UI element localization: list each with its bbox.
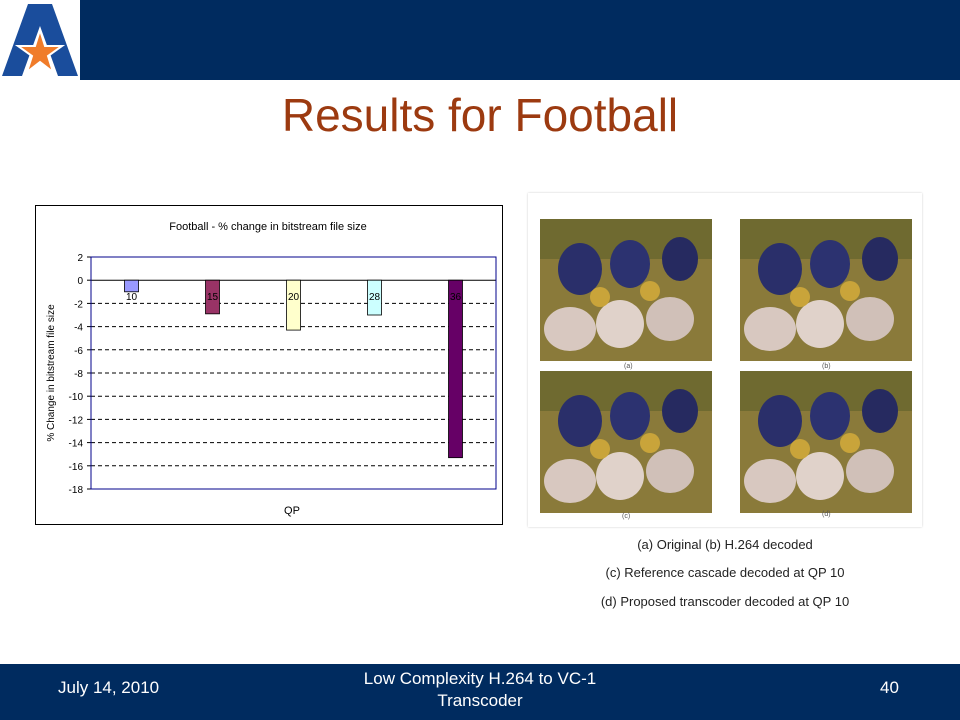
x-tick-label: 10 (126, 292, 138, 303)
x-tick-label: 28 (369, 292, 381, 303)
caption-line-1: (a) Original (b) H.264 decoded (637, 537, 813, 552)
x-tick-label: 15 (207, 292, 219, 303)
slide-title: Results for Football (281, 89, 679, 141)
bar-qp-10 (124, 279, 139, 293)
footer-bar: July 14, 2010 Low Complexity H.264 to VC… (0, 664, 960, 720)
y-tick-label: 2 (77, 253, 83, 264)
caption-line-2: (c) Reference cascade decoded at QP 10 (605, 565, 845, 580)
top-bar (0, 0, 960, 80)
y-tick-label: -10 (69, 392, 84, 403)
y-tick-label: -2 (74, 299, 83, 310)
bar-qp-28 (367, 279, 382, 316)
page-number: 40 (880, 678, 899, 697)
chart-y-ticks: 2 0 -2 -4 -6 -8 -10 -12 -14 -16 -18 (69, 253, 84, 496)
y-tick-label: -16 (69, 462, 84, 473)
bar-qp-15 (205, 279, 220, 315)
panel-label-a: (a) (624, 363, 633, 370)
chart-bars (124, 279, 463, 459)
frame-original (540, 219, 712, 361)
x-tick-label: 20 (288, 292, 300, 303)
chart-svg: Football - % change in bitstream file si… (46, 221, 497, 517)
panel-label-c: (c) (622, 513, 631, 520)
plot-area (90, 256, 497, 490)
bar-chart: Football - % change in bitstream file si… (35, 205, 503, 525)
panel-label-b: (b) (822, 363, 831, 370)
y-tick-label: -14 (69, 439, 84, 450)
panel-label-d: (d) (822, 511, 831, 518)
comparison-figure: (a) (b) (c) (d) (528, 193, 922, 527)
y-tick-label: -4 (74, 323, 83, 334)
university-logo (0, 0, 80, 80)
frame-proposed-transcoder (740, 371, 912, 513)
y-axis-label: % Change in bitstream file size (46, 304, 57, 442)
x-tick-label: 36 (450, 292, 462, 303)
y-tick-label: -12 (69, 415, 84, 426)
frame-h264 (740, 219, 912, 361)
y-tick-label: -8 (74, 369, 83, 380)
frame-reference-cascade (540, 371, 712, 513)
y-tick-label: -6 (74, 346, 83, 357)
y-tick-label: 0 (77, 276, 83, 287)
bar-qp-36 (448, 279, 463, 459)
x-axis-label: QP (284, 505, 300, 517)
footer-title: Low Complexity H.264 to VC-1 Transcoder (363, 669, 597, 710)
bar-qp-20 (286, 279, 301, 331)
caption-line-3: (d) Proposed transcoder decoded at QP 10 (600, 594, 850, 609)
footer-date: July 14, 2010 (58, 678, 160, 697)
chart-title: Football - % change in bitstream file si… (169, 221, 366, 233)
chart-x-labels: 10 15 20 28 36 (126, 292, 462, 303)
y-tick-label: -18 (69, 485, 84, 496)
